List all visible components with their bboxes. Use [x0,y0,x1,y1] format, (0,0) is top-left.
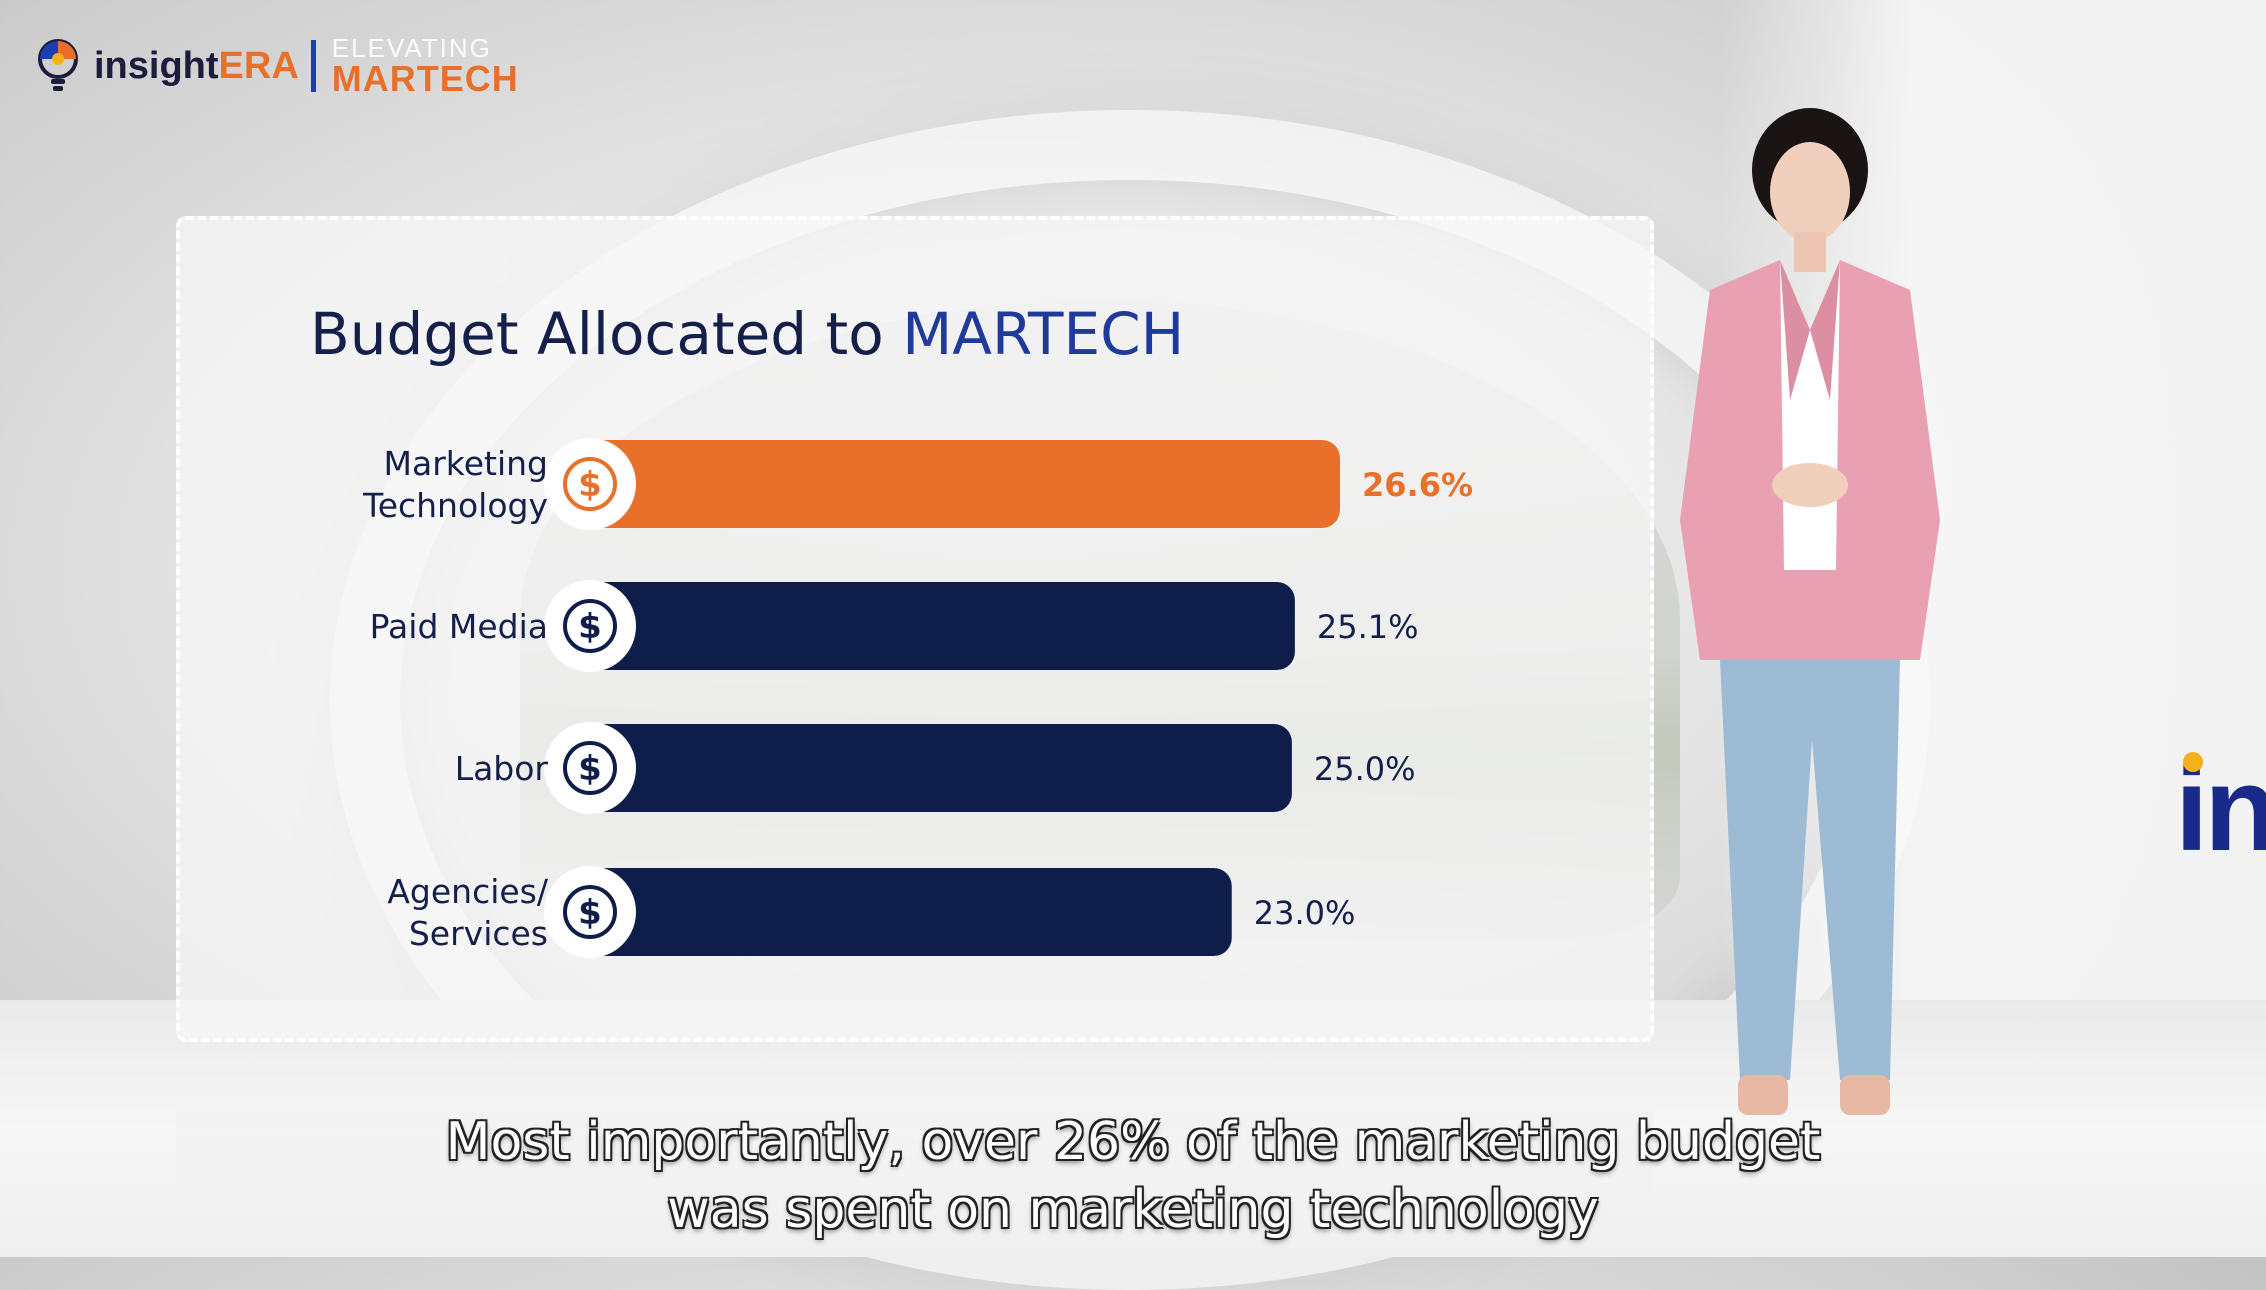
category-label: Labor [455,749,549,788]
bar-row: $ Marketing Technology 26.6% [362,438,1473,530]
category-label-line: Paid Media [370,607,548,646]
wall-logo-dot [2183,752,2203,772]
value-label: 25.1% [1317,608,1419,646]
category-label: Agencies/Services [387,872,549,953]
bar-row: $ Agencies/Services 23.0% [387,866,1355,958]
value-label: 23.0% [1254,894,1356,932]
dollar-circle-icon [563,741,617,795]
panel-reflection [176,1110,1654,1250]
subtitle-line-2: was spent on marketing technology [667,1180,1599,1240]
brand-logo: insight ERA ELEVATING MARTECH [36,35,519,97]
dollar-circle-icon-bg [544,722,636,814]
dollar-circle-icon [563,457,617,511]
category-label-line: Services [409,914,548,953]
dollar-circle-icon [563,885,617,939]
bar [580,440,1340,528]
dollar-sign-icon: $ [578,893,602,933]
subtitle-line-1: Most importantly, over 26% of the market… [445,1112,1821,1172]
category-label-line: Agencies/ [387,872,549,911]
category-label-line: Labor [455,749,549,788]
category-label-line: Marketing [384,444,548,483]
bar [580,868,1232,956]
bar-chart: $ Marketing Technology 26.6% $ Paid Media 25.1… [362,438,1473,958]
dollar-circle-icon-bg [544,438,636,530]
dollar-sign-icon: $ [578,465,602,505]
tagline-top: ELEVATING [331,33,492,63]
brand-tagline: ELEVATING MARTECH [332,35,519,97]
lightbulb-icon [36,37,80,95]
dollar-circle-icon [563,599,617,653]
chart-title: Budget Allocated to MARTECH [310,300,1184,368]
logo-divider [310,40,316,92]
chart-title-highlight: MARTECH [902,300,1185,368]
brand-name-insight: insight [94,44,219,87]
brand-name-era: ERA [218,44,299,87]
category-label-line: Technology [362,486,548,525]
bar-row: $ Paid Media 25.1% [370,580,1419,672]
bar [580,582,1295,670]
presenter-figure [1680,108,1940,1115]
value-label: 25.0% [1314,750,1416,788]
bar-row: $ Labor 25.0% [455,722,1416,814]
category-label: Marketing Technology [362,444,548,525]
dollar-sign-icon: $ [578,749,602,789]
chart-title-prefix: Budget Allocated to [310,300,884,368]
tagline-bottom: MARTECH [331,58,519,99]
value-label: 26.6% [1362,466,1473,504]
chart-panel: Budget Allocated to MARTECH $ Marketing Te… [176,216,1654,1042]
category-label: Paid Media [370,607,548,646]
dollar-sign-icon: $ [578,607,602,647]
bar [580,724,1292,812]
dollar-circle-icon-bg [544,580,636,672]
dollar-circle-icon-bg [544,866,636,958]
